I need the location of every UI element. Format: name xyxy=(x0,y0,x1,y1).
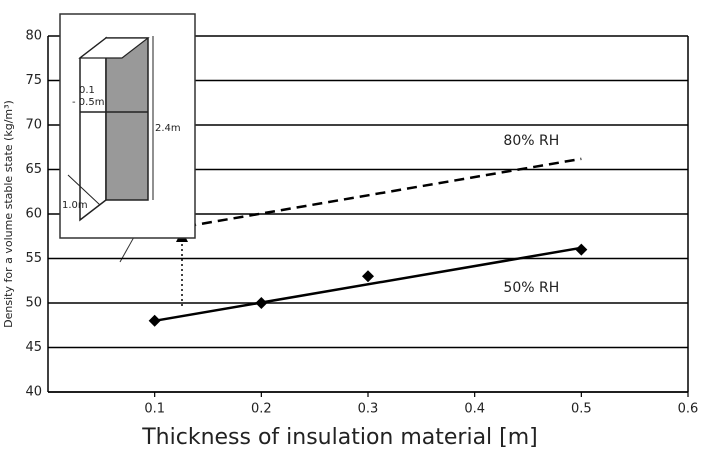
x-tick-label: 0.5 xyxy=(571,402,592,417)
y-tick-label: 70 xyxy=(25,118,42,133)
inset-label: 2.4m xyxy=(155,123,181,134)
fit-line xyxy=(154,157,582,234)
y-tick-label: 80 xyxy=(25,29,42,44)
y-tick-label: 60 xyxy=(25,207,42,222)
x-tick-label: 0.6 xyxy=(678,402,699,417)
x-tick-label: 0.2 xyxy=(251,402,272,417)
inset: 0.1 - 0.5m 2.4m 1.0m xyxy=(59,13,196,239)
series-label: 80% RH xyxy=(503,133,559,149)
y-tick-label: 65 xyxy=(25,162,42,177)
y-tick-label: 75 xyxy=(25,73,42,88)
y-tick-label: 55 xyxy=(25,251,42,266)
series-label: 50% RH xyxy=(503,280,559,296)
x-axis-title: Thickness of insulation material [m] xyxy=(141,425,538,450)
data-point xyxy=(148,314,161,327)
inset-label: 0.1 xyxy=(79,85,95,96)
x-tick-label: 0.3 xyxy=(358,402,379,417)
y-axis-title: Density for a volume stable state (kg/m³… xyxy=(2,100,15,328)
y-tick-label: 40 xyxy=(25,385,42,400)
y-tick-label: 45 xyxy=(25,340,42,355)
inset-label: - 0.5m xyxy=(72,97,104,108)
inset-label: 1.0m xyxy=(62,200,88,211)
data-point xyxy=(255,297,268,309)
fit-line xyxy=(154,246,582,323)
arrow xyxy=(176,230,188,306)
y-tick-label: 50 xyxy=(25,296,42,311)
data-point xyxy=(575,243,588,256)
x-tick-label: 0.4 xyxy=(464,402,485,417)
data-point xyxy=(362,270,374,283)
x-tick-label: 0.1 xyxy=(144,402,165,417)
